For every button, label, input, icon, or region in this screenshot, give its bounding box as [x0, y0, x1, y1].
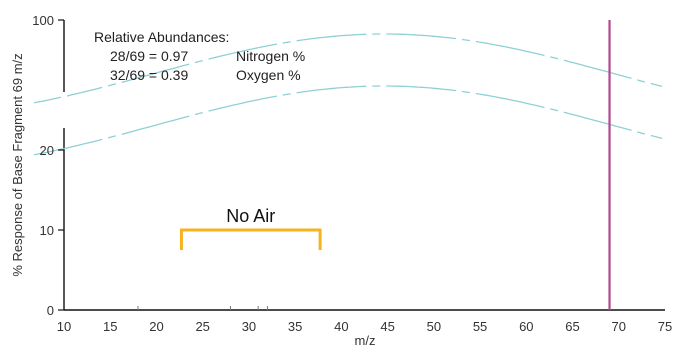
x-tick-label: 35 — [288, 319, 302, 334]
no-air-bracket: No Air — [179, 206, 322, 250]
x-tick-label: 50 — [427, 319, 441, 334]
axis-break-gap — [61, 92, 67, 128]
annotation-heading: Relative Abundances: — [94, 29, 229, 45]
y-axis-label: % Response of Base Fragment 69 m/z — [10, 53, 25, 276]
y-tick-label: 100 — [32, 13, 54, 28]
axis-break-upper-wave — [33, 33, 663, 104]
y-tick-label: 10 — [40, 223, 54, 238]
x-tick-label: 75 — [658, 319, 672, 334]
x-tick-label: 25 — [195, 319, 209, 334]
relative-abundances-annotation: Relative Abundances: 28/69 = 0.97 Nitrog… — [94, 29, 305, 83]
no-air-label: No Air — [226, 206, 275, 226]
annotation-ratio-nitrogen: 28/69 = 0.97 — [110, 48, 188, 64]
axis-break-lower-wave — [33, 85, 663, 156]
x-ticks: 10 15 20 25 30 35 40 45 50 55 60 65 70 75 — [57, 319, 672, 334]
x-tick-label: 10 — [57, 319, 71, 334]
x-tick-label: 60 — [519, 319, 533, 334]
x-axis-label: m/z — [355, 333, 376, 347]
x-tick-label: 70 — [612, 319, 626, 334]
annotation-ratio-oxygen: 32/69 = 0.39 — [110, 67, 188, 83]
x-tick-label: 40 — [334, 319, 348, 334]
x-tick-label: 15 — [103, 319, 117, 334]
x-tick-label: 45 — [380, 319, 394, 334]
x-tick-label: 55 — [473, 319, 487, 334]
noise-ticks — [137, 306, 268, 310]
annotation-label-nitrogen: Nitrogen % — [236, 48, 305, 64]
x-tick-label: 65 — [565, 319, 579, 334]
y-tick-label: 20 — [40, 143, 54, 158]
x-tick-label: 20 — [149, 319, 163, 334]
axis-break — [33, 33, 663, 156]
y-ticks: 0 10 20 100 — [32, 13, 64, 318]
axes — [63, 20, 665, 311]
bracket-shape — [179, 228, 322, 250]
annotation-label-oxygen: Oxygen % — [236, 67, 301, 83]
x-tick-label: 30 — [242, 319, 256, 334]
y-tick-label: 0 — [47, 303, 54, 318]
